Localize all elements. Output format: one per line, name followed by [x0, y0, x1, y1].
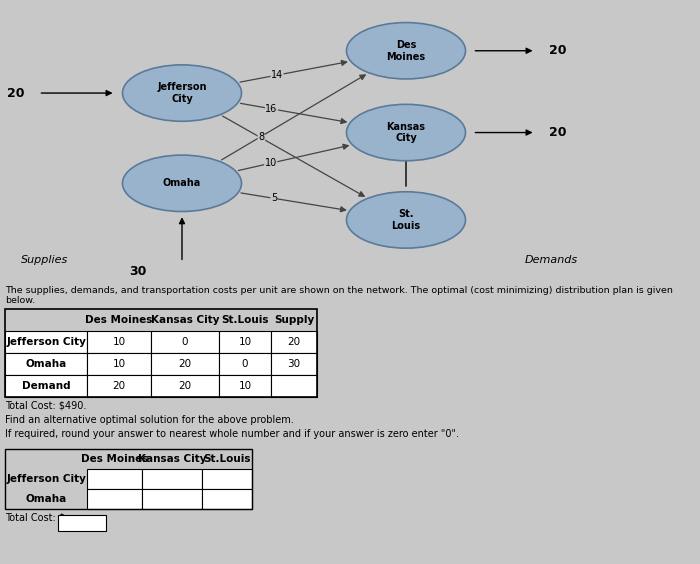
Bar — [5, 309, 317, 397]
Text: 14: 14 — [271, 70, 283, 80]
Text: Jefferson City: Jefferson City — [6, 474, 86, 484]
Text: Omaha: Omaha — [25, 494, 66, 504]
Text: Find an alternative optimal solution for the above problem.: Find an alternative optimal solution for… — [5, 415, 294, 425]
Text: 7: 7 — [258, 133, 265, 143]
Ellipse shape — [346, 23, 466, 79]
Bar — [271, 353, 317, 375]
Text: Kansas City: Kansas City — [150, 315, 219, 325]
Text: 20: 20 — [113, 381, 125, 391]
Text: Kansas
City: Kansas City — [386, 122, 426, 143]
Text: 10: 10 — [113, 337, 125, 347]
Text: 20: 20 — [178, 359, 192, 369]
Bar — [142, 469, 202, 489]
Bar — [219, 375, 271, 397]
Bar — [151, 331, 219, 353]
Text: 20: 20 — [288, 337, 300, 347]
Text: Kansas City: Kansas City — [138, 454, 206, 464]
Text: 20: 20 — [550, 44, 567, 58]
Bar — [5, 353, 87, 375]
Text: 5: 5 — [271, 193, 277, 204]
Text: Total Cost: $: Total Cost: $ — [5, 513, 65, 523]
Text: Des Moines: Des Moines — [80, 454, 148, 464]
Text: 20: 20 — [178, 381, 192, 391]
Ellipse shape — [122, 155, 241, 212]
Text: Des Moines: Des Moines — [85, 315, 153, 325]
Text: St.Louis: St.Louis — [221, 315, 269, 325]
Text: Demands: Demands — [525, 255, 578, 265]
Bar — [202, 489, 252, 509]
Text: 10: 10 — [239, 337, 251, 347]
Text: If required, round your answer to nearest whole number and if your answer is zer: If required, round your answer to neares… — [5, 429, 459, 439]
Bar — [5, 331, 87, 353]
Text: St.
Louis: St. Louis — [391, 209, 421, 231]
Text: Supplies: Supplies — [21, 255, 69, 265]
Text: St.Louis: St.Louis — [203, 454, 251, 464]
Text: 8: 8 — [258, 131, 264, 142]
Bar — [87, 353, 151, 375]
Bar — [271, 331, 317, 353]
Ellipse shape — [122, 65, 241, 121]
Text: Total Cost: $490.: Total Cost: $490. — [5, 401, 86, 411]
Bar — [58, 515, 106, 531]
Text: Omaha: Omaha — [25, 359, 66, 369]
Text: 10: 10 — [265, 158, 277, 168]
Text: 10: 10 — [239, 381, 251, 391]
Bar — [142, 489, 202, 509]
Text: 20: 20 — [550, 126, 567, 139]
Bar — [5, 449, 252, 509]
Bar — [87, 489, 142, 509]
Text: Jefferson City: Jefferson City — [6, 337, 86, 347]
Text: 0: 0 — [182, 337, 188, 347]
Bar — [219, 331, 271, 353]
Bar — [202, 469, 252, 489]
Bar — [151, 375, 219, 397]
Text: Demand: Demand — [22, 381, 70, 391]
Text: The supplies, demands, and transportation costs per unit are shown on the networ: The supplies, demands, and transportatio… — [5, 286, 673, 305]
Bar — [271, 375, 317, 397]
Bar — [151, 353, 219, 375]
Bar — [5, 469, 87, 489]
Bar — [5, 489, 87, 509]
Text: 20: 20 — [7, 86, 24, 100]
Bar — [87, 469, 142, 489]
Bar — [87, 331, 151, 353]
Text: Omaha: Omaha — [163, 178, 201, 188]
Bar — [5, 375, 87, 397]
Text: 16: 16 — [265, 104, 278, 114]
Text: 0: 0 — [241, 359, 248, 369]
Bar — [219, 353, 271, 375]
Text: Des
Moines: Des Moines — [386, 40, 426, 61]
Text: 30: 30 — [130, 265, 147, 278]
Text: 30: 30 — [288, 359, 300, 369]
Bar — [87, 375, 151, 397]
Text: 10: 10 — [113, 359, 125, 369]
Text: Jefferson
City: Jefferson City — [158, 82, 206, 104]
Ellipse shape — [346, 192, 466, 248]
Ellipse shape — [346, 104, 466, 161]
Text: Supply: Supply — [274, 315, 314, 325]
Text: 10: 10 — [427, 128, 444, 141]
